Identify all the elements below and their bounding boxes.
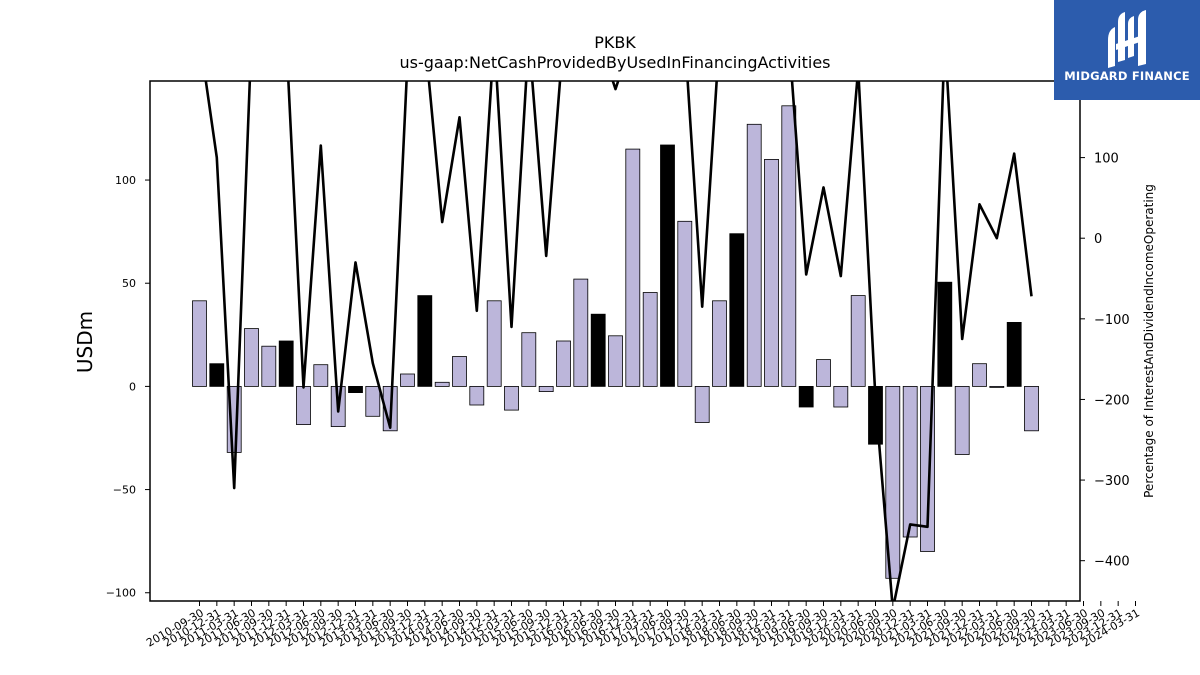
bar-2012-06-30 (313, 364, 329, 387)
bar-2017-03-31 (642, 292, 658, 387)
bar-2018-03-31 (712, 300, 727, 387)
bar-2013-03-31 (365, 385, 381, 417)
bar-2011-12-31 (278, 340, 294, 387)
bar-2017-09-30 (677, 220, 693, 387)
bar-2014-12-31 (486, 300, 502, 387)
y2-tick-label: −100 (1094, 313, 1130, 328)
bar-series (192, 105, 1039, 579)
y-tick-label: 0 (129, 380, 136, 393)
bar-2014-03-31 (434, 381, 450, 387)
bar-2019-06-30 (798, 385, 814, 408)
x-axis: 2010-09-302010-12-312011-03-312011-06-30… (144, 601, 1142, 650)
brand-mark-icon (1108, 10, 1146, 68)
bar-2021-12-31 (972, 363, 987, 387)
y-tick-label: 50 (122, 277, 136, 290)
y-tick-label: −50 (113, 484, 136, 497)
bar-2018-06-30 (729, 233, 745, 387)
bar-2010-12-31 (209, 363, 225, 387)
chart-subtitle: us-gaap:NetCashProvidedByUsedInFinancing… (399, 53, 830, 72)
y2-tick-label: 100 (1094, 152, 1119, 167)
bar-2016-06-30 (590, 313, 606, 387)
y2-tick-label: −200 (1094, 393, 1130, 408)
bar-2013-12-31 (417, 295, 433, 387)
bar-2017-12-31 (694, 385, 710, 423)
brand-name: MIDGARD FINANCE (1064, 69, 1190, 83)
bar-2021-09-30 (954, 385, 970, 455)
chart-title: PKBK (594, 33, 636, 52)
bar-2020-09-30 (885, 385, 901, 579)
y2-tick-label: −300 (1094, 474, 1130, 489)
bar-2011-09-30 (261, 345, 277, 387)
bar-2012-03-31 (296, 385, 311, 425)
bar-2018-09-30 (746, 123, 762, 387)
bar-2014-09-30 (469, 385, 485, 406)
bar-2015-06-30 (521, 332, 537, 387)
y-tick-label: 100 (115, 174, 136, 187)
bar-2022-03-31 (989, 385, 1005, 388)
bar-2015-09-30 (538, 385, 554, 392)
line-series (204, 81, 1033, 601)
y2-tick-label: −400 (1094, 555, 1130, 570)
bar-2022-09-30 (1024, 385, 1039, 432)
bar-2020-12-31 (902, 385, 918, 538)
bar-2020-03-31 (850, 295, 866, 387)
bar-2019-12-31 (833, 385, 849, 408)
bar-2016-12-31 (625, 148, 641, 387)
bar-2019-09-30 (816, 359, 831, 387)
bar-2010-09-30 (192, 300, 207, 387)
bar-2011-06-30 (244, 328, 259, 387)
y-axis-left: −100 −50 0 50 100 (106, 174, 150, 600)
bar-2012-12-31 (348, 385, 363, 393)
bar-2015-03-31 (504, 385, 519, 411)
bar-2022-06-30 (1006, 321, 1022, 387)
y-axis-label: USDm (73, 311, 97, 373)
y-tick-label: −100 (106, 587, 136, 600)
bar-2014-06-30 (452, 356, 467, 387)
y2-axis-label: Percentage of InterestAndDividendIncomeO… (1142, 184, 1156, 498)
bar-2015-12-31 (556, 340, 571, 387)
bar-2016-03-31 (573, 278, 589, 387)
bar-2019-03-31 (781, 105, 797, 387)
bar-2021-06-30 (937, 281, 953, 387)
brand-logo: MIDGARD FINANCE (1054, 0, 1200, 100)
bar-2017-06-30 (660, 144, 675, 387)
y2-tick-label: 0 (1094, 232, 1102, 247)
bar-2018-12-31 (764, 158, 779, 387)
y-axis-right: −400 −300 −200 −100 0 100 (1080, 152, 1130, 570)
bar-2013-09-30 (400, 373, 415, 387)
ratio-line (204, 81, 1033, 601)
bar-2016-09-30 (608, 335, 623, 387)
